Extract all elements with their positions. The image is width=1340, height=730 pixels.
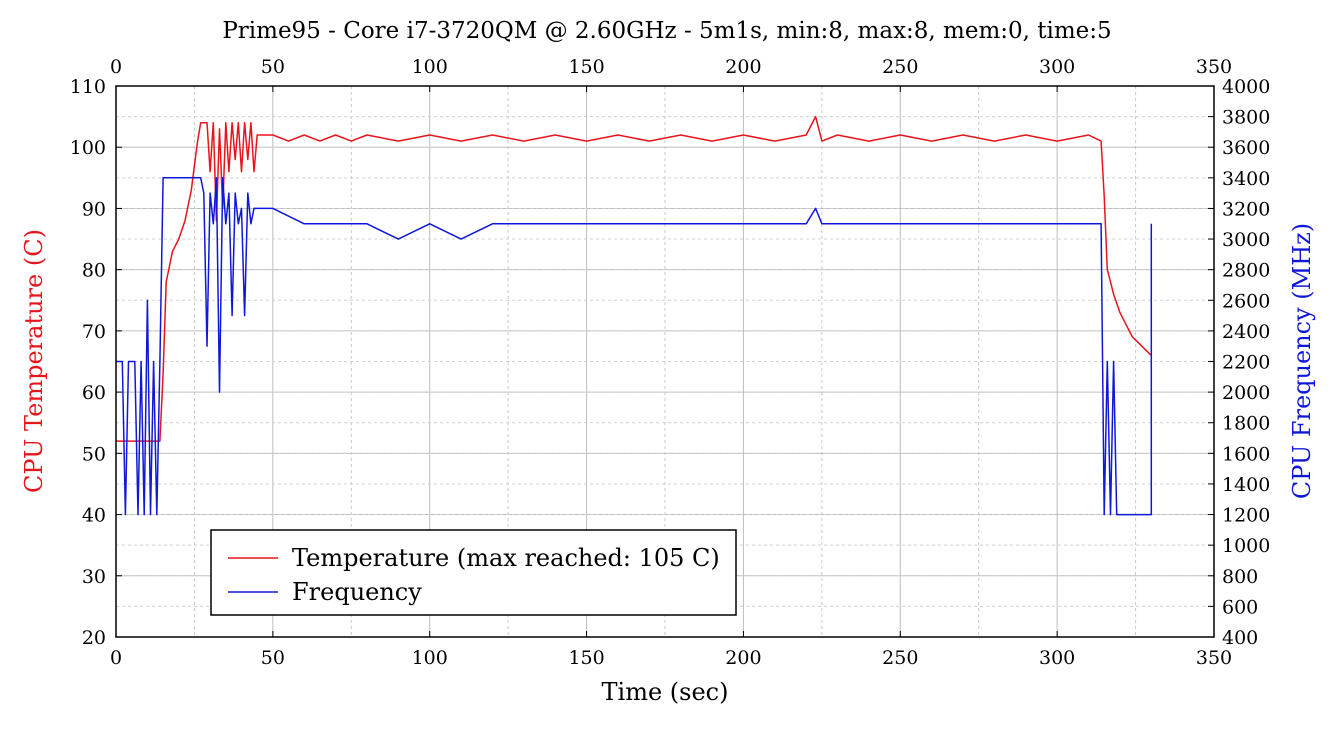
- left-tick-label: 50: [82, 443, 106, 465]
- top-tick-label: 0: [110, 56, 122, 78]
- y-axis-right-label: CPU Frequency (MHz): [1288, 223, 1316, 499]
- right-tick-label: 1600: [1222, 443, 1270, 465]
- chart-title: Prime95 - Core i7-3720QM @ 2.60GHz - 5m1…: [222, 18, 1111, 44]
- top-tick-label: 250: [882, 56, 918, 78]
- bottom-tick-label: 300: [1039, 647, 1075, 669]
- top-tick-label: 150: [568, 56, 604, 78]
- legend-label-temperature: Temperature (max reached: 105 C): [292, 544, 720, 572]
- legend: Temperature (max reached: 105 C) Frequen…: [210, 529, 737, 616]
- bottom-axis-ticks: 0 50 100 150 200 250 300 350: [110, 631, 1232, 669]
- left-axis-ticks: 20 30 40 50 60 70 80 90 100 110: [70, 76, 122, 649]
- frequency-series-line: [116, 177, 1153, 516]
- x-axis-label: Time (sec): [602, 678, 729, 706]
- right-tick-label: 400: [1222, 627, 1258, 649]
- right-tick-label: 2000: [1222, 382, 1270, 404]
- bottom-tick-label: 350: [1196, 647, 1232, 669]
- right-tick-label: 3600: [1222, 137, 1270, 159]
- top-axis-ticks: 0 50 100 150 200 250 300 350: [110, 56, 1232, 92]
- left-tick-label: 70: [82, 321, 106, 343]
- right-tick-label: 3000: [1222, 229, 1270, 251]
- plot-frame: [115, 85, 1215, 638]
- right-tick-label: 600: [1222, 596, 1258, 618]
- right-tick-label: 3800: [1222, 107, 1270, 129]
- bottom-tick-label: 150: [568, 647, 604, 669]
- right-tick-label: 3200: [1222, 198, 1270, 220]
- temperature-series-line: [116, 115, 1152, 442]
- right-tick-label: 1000: [1222, 535, 1270, 557]
- bottom-tick-label: 200: [725, 647, 761, 669]
- right-tick-label: 2200: [1222, 352, 1270, 374]
- right-tick-label: 2800: [1222, 260, 1270, 282]
- top-tick-label: 200: [725, 56, 761, 78]
- left-tick-label: 60: [82, 382, 106, 404]
- bottom-tick-label: 0: [110, 647, 122, 669]
- legend-box: [210, 529, 737, 616]
- series-layer: [116, 115, 1153, 516]
- right-tick-label: 4000: [1222, 76, 1270, 98]
- top-tick-label: 100: [412, 56, 448, 78]
- left-tick-label: 40: [82, 505, 106, 527]
- right-tick-label: 800: [1222, 566, 1258, 588]
- right-tick-label: 3400: [1222, 168, 1270, 190]
- right-tick-label: 1200: [1222, 505, 1270, 527]
- right-tick-label: 1400: [1222, 474, 1270, 496]
- left-tick-label: 80: [82, 260, 106, 282]
- legend-label-frequency: Frequency: [292, 578, 422, 606]
- left-tick-label: 100: [70, 137, 106, 159]
- right-tick-label: 2400: [1222, 321, 1270, 343]
- left-tick-label: 90: [82, 198, 106, 220]
- right-tick-label: 2600: [1222, 290, 1270, 312]
- top-tick-label: 50: [261, 56, 285, 78]
- right-axis-ticks: 400 600 800 1000 1200 1400 1600 1800 2000 2200 240…: [1208, 76, 1270, 649]
- left-tick-label: 110: [70, 76, 106, 98]
- bottom-tick-label: 250: [882, 647, 918, 669]
- top-tick-label: 350: [1196, 56, 1232, 78]
- top-tick-label: 300: [1039, 56, 1075, 78]
- left-tick-label: 20: [82, 627, 106, 649]
- bottom-tick-label: 100: [412, 647, 448, 669]
- bottom-tick-label: 50: [261, 647, 285, 669]
- left-tick-label: 30: [82, 566, 106, 588]
- right-tick-label: 1800: [1222, 413, 1270, 435]
- y-axis-left-label: CPU Temperature (C): [20, 229, 48, 493]
